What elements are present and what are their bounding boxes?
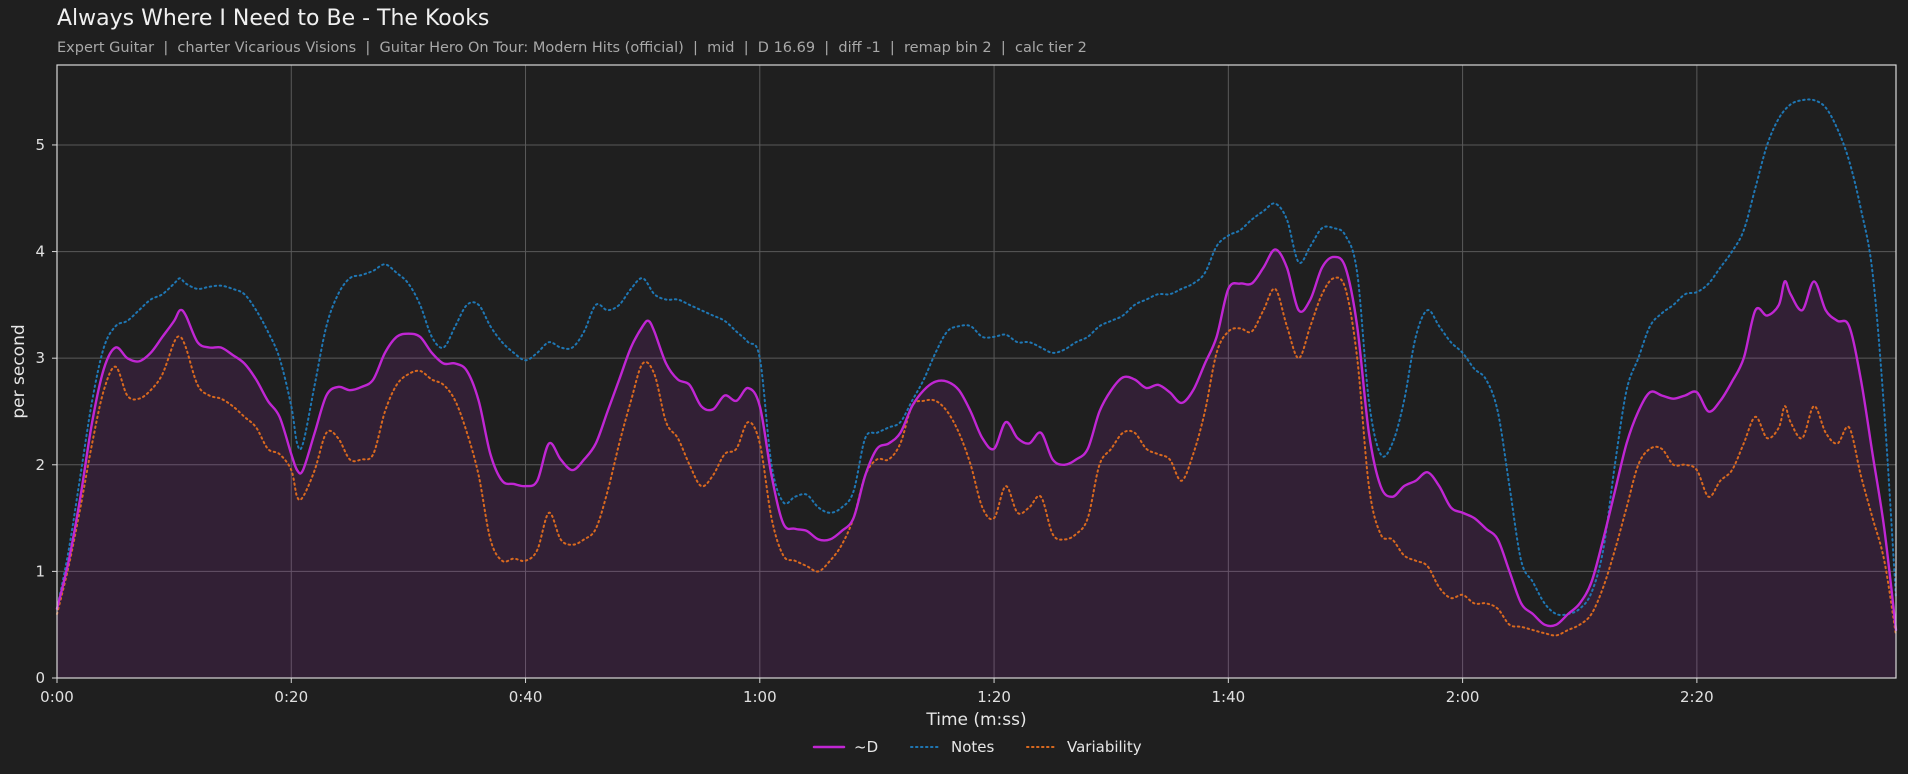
y-tick-label: 4 [35, 243, 45, 261]
legend-label-d: ~D [854, 738, 878, 756]
x-tick-label: 1:20 [977, 688, 1011, 706]
y-tick-label: 3 [35, 349, 45, 367]
x-tick-label: 0:40 [509, 688, 543, 706]
y-tick-label: 5 [35, 136, 45, 154]
x-tick-label: 0:20 [274, 688, 308, 706]
y-tick-label: 2 [35, 456, 45, 474]
plot-frame [56, 64, 1897, 679]
y-axis-label: per second [9, 324, 29, 418]
x-tick-label: 2:20 [1680, 688, 1714, 706]
series-line-notes [56, 98, 1897, 617]
x-tick-label: 0:00 [40, 688, 74, 706]
chart-subtitle: Expert Guitar | charter Vicarious Vision… [57, 40, 1087, 56]
chart-title: Always Where I Need to Be - The Kooks [57, 6, 490, 31]
area-fills [57, 249, 1896, 678]
x-tick-label: 1:40 [1211, 688, 1245, 706]
legend-label-variability: Variability [1067, 738, 1142, 756]
series-lines [55, 98, 1898, 637]
x-tick-label: 2:00 [1446, 688, 1480, 706]
series-area-d [57, 249, 1896, 678]
x-tick-label: 1:00 [743, 688, 777, 706]
x-axis-label: Time (m:ss) [925, 710, 1026, 730]
legend-label-notes: Notes [951, 738, 995, 756]
y-tick-label: 0 [35, 669, 45, 687]
series-line-d [55, 248, 1898, 632]
axis-ticks: 0:00 0:20 0:40 1:00 1:20 1:40 2:00 2:20 0 1 2 3 4 5 [35, 136, 1713, 706]
y-tick-label: 1 [35, 562, 45, 580]
legend: ~D Notes Variability [812, 738, 1142, 756]
series-line-variability [56, 276, 1897, 637]
